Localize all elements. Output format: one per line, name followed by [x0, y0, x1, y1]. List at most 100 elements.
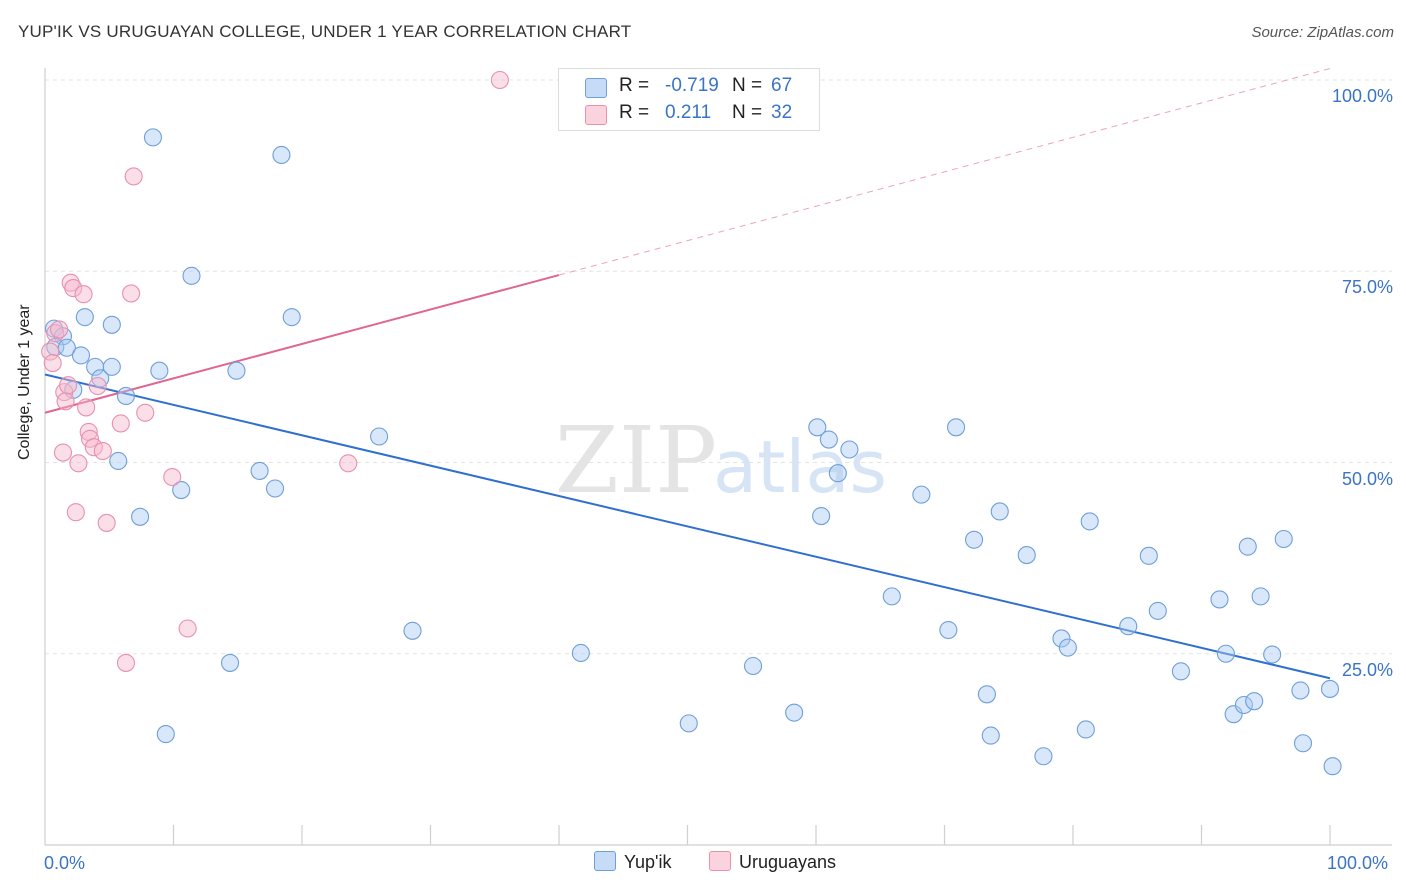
data-points	[41, 70, 1342, 776]
point-uruguayans	[122, 284, 141, 303]
point-yupik	[939, 620, 958, 640]
point-yupik	[1119, 617, 1138, 636]
point-yupik	[71, 346, 91, 365]
point-uruguayans	[111, 414, 130, 433]
point-yupik	[1224, 705, 1243, 724]
point-yupik	[282, 308, 301, 327]
point-yupik	[828, 464, 847, 483]
watermark-atlas: atlas	[713, 425, 887, 509]
legend-n-label: N =	[732, 75, 763, 96]
point-yupik	[977, 685, 996, 704]
point-yupik	[1052, 629, 1071, 648]
point-uruguayans	[136, 403, 155, 422]
point-yupik	[1291, 681, 1310, 700]
point-yupik	[109, 451, 128, 471]
bottom-legend-yupik: Yup'ik	[594, 851, 671, 873]
point-yupik	[1234, 695, 1253, 715]
point-yupik	[220, 653, 240, 672]
legend-row-uruguayans: R = 0.211 N = 32	[559, 100, 819, 128]
point-yupik	[227, 361, 246, 380]
point-yupik	[1058, 638, 1077, 657]
trend-line-yupik	[44, 373, 1331, 680]
legend-r-label: R =	[619, 75, 650, 96]
legend-r-label: R =	[619, 102, 650, 123]
point-yupik	[571, 643, 590, 663]
point-yupik	[1274, 529, 1293, 549]
point-yupik	[75, 308, 94, 327]
point-yupik	[150, 361, 169, 380]
point-uruguayans	[69, 454, 88, 473]
x-tick-max: 100.0%	[1327, 853, 1389, 873]
point-yupik	[882, 587, 901, 606]
point-yupik	[1076, 720, 1095, 739]
y-tick-label: 50.0%	[1341, 468, 1393, 489]
point-uruguayans	[43, 353, 62, 373]
point-yupik	[143, 128, 162, 147]
point-yupik	[785, 703, 804, 722]
point-yupik	[1320, 679, 1340, 698]
point-uruguayans	[339, 454, 358, 473]
point-uruguayans	[77, 398, 96, 417]
point-uruguayans	[74, 285, 93, 304]
point-uruguayans	[88, 376, 107, 396]
point-yupik	[182, 266, 201, 285]
y-tick-label: 25.0%	[1341, 659, 1393, 680]
point-yupik	[947, 418, 966, 437]
legend-n-value-yupik: 67	[771, 75, 793, 96]
legend-n-label: N =	[732, 102, 763, 123]
point-uruguayans	[59, 376, 78, 395]
point-yupik	[156, 725, 175, 744]
point-uruguayans	[178, 619, 197, 638]
legend-n-value-uruguayans: 32	[771, 102, 793, 123]
legend-r-value-uruguayans: 0.211	[665, 102, 712, 123]
point-uruguayans	[84, 438, 103, 457]
point-yupik	[679, 714, 698, 733]
bottom-legend-label-uruguayans: Uruguayans	[739, 852, 837, 872]
source-label: Source: ZipAtlas.com	[1251, 24, 1394, 41]
point-yupik	[990, 502, 1009, 521]
grid-lines	[45, 79, 1392, 655]
point-uruguayans	[50, 320, 69, 339]
trend-lines	[44, 68, 1331, 680]
x-tick-min: 0.0%	[44, 853, 86, 873]
point-yupik	[1245, 692, 1264, 711]
point-uruguayans	[64, 279, 83, 298]
legend-swatch-uruguayans	[585, 105, 607, 125]
legend-row-yupik: R = -0.719 N = 67	[559, 73, 819, 101]
point-uruguayans	[124, 167, 143, 186]
point-uruguayans	[41, 342, 60, 361]
point-yupik	[116, 386, 136, 405]
point-yupik	[1293, 734, 1313, 753]
point-uruguayans	[97, 513, 116, 532]
chart-title: YUP'IK VS URUGUAYAN COLLEGE, UNDER 1 YEA…	[18, 22, 632, 41]
watermark-zip: ZIP	[555, 407, 717, 514]
point-yupik	[172, 480, 191, 500]
point-yupik	[819, 430, 838, 449]
point-yupik	[265, 479, 285, 498]
point-yupik	[1034, 747, 1053, 766]
point-yupik	[808, 418, 827, 437]
point-yupik	[102, 357, 121, 376]
point-yupik	[1080, 512, 1099, 531]
point-yupik	[1210, 590, 1229, 609]
point-yupik	[250, 461, 269, 480]
point-yupik	[370, 427, 389, 446]
point-uruguayans	[56, 392, 75, 411]
axes	[44, 68, 1392, 846]
point-uruguayans	[53, 443, 73, 462]
point-yupik	[403, 621, 422, 640]
point-yupik	[1017, 546, 1036, 565]
point-uruguayans	[66, 503, 85, 522]
point-yupik	[57, 338, 76, 357]
point-yupik	[272, 145, 291, 165]
bottom-legend-label-yupik: Yup'ik	[624, 852, 672, 872]
legend: R = -0.719 N = 67 R = 0.211 N = 32	[558, 68, 820, 131]
point-yupik	[743, 656, 763, 676]
point-uruguayans	[93, 441, 112, 461]
point-uruguayans	[490, 70, 509, 90]
trend-line-uruguayans	[44, 274, 560, 414]
point-uruguayans	[163, 467, 182, 487]
point-yupik	[965, 530, 984, 549]
point-yupik	[1148, 601, 1167, 620]
